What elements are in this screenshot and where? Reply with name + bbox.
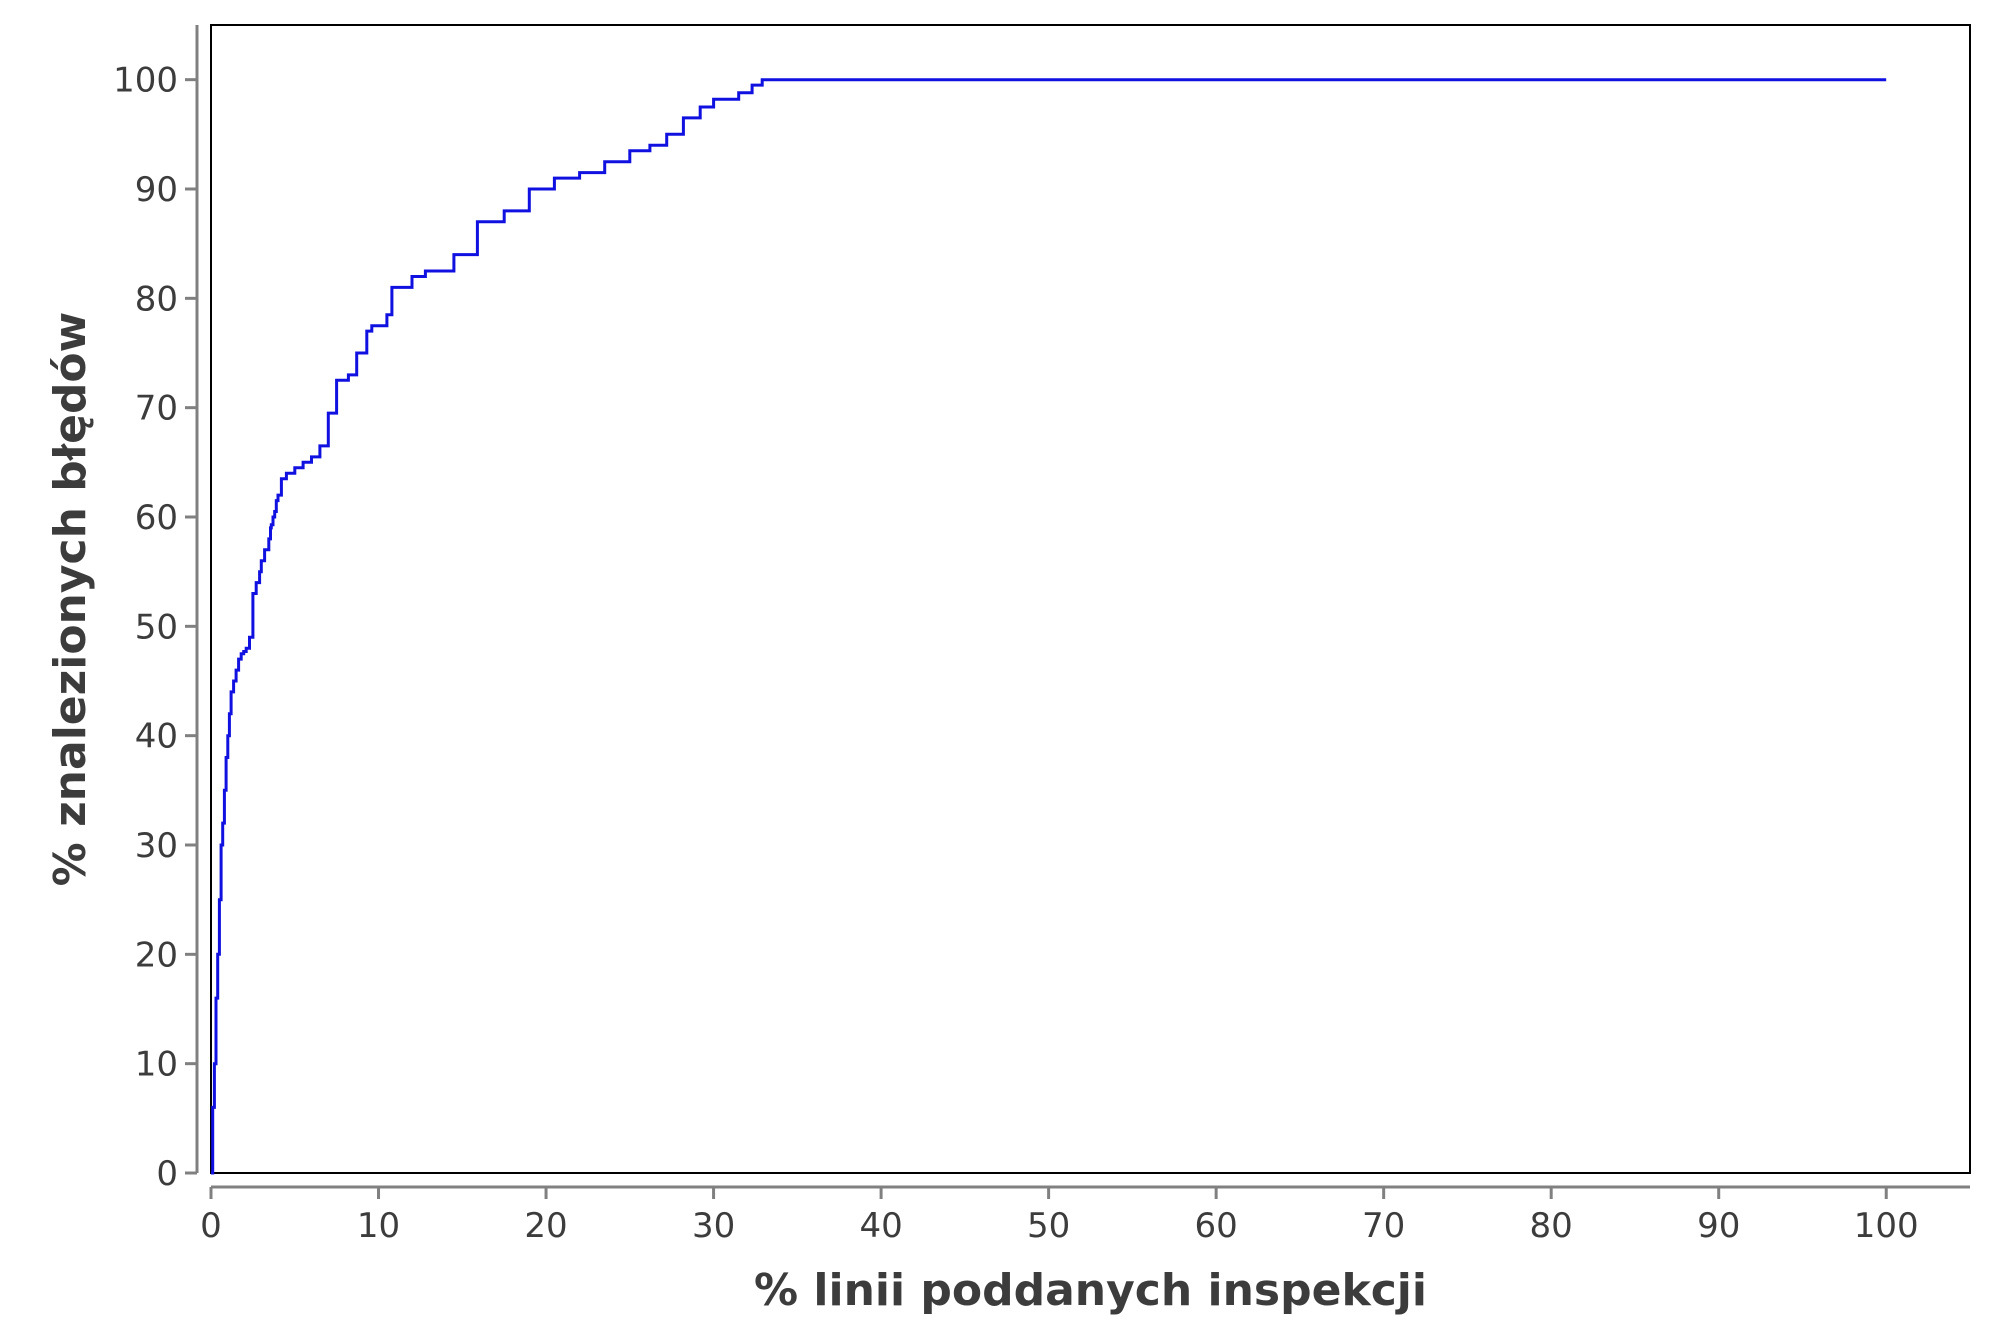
y-tick-label: 10 bbox=[135, 1045, 178, 1085]
x-tick-label: 20 bbox=[524, 1206, 567, 1246]
x-tick-label: 60 bbox=[1195, 1206, 1238, 1246]
y-tick-label: 40 bbox=[135, 717, 178, 757]
y-axis-title: % znalezionych błędów bbox=[45, 312, 96, 887]
y-tick-label: 80 bbox=[135, 279, 178, 319]
axis-layer: 0 10 20 30 40 50 60 70 80 90 100 0 10 20 30 40 50 60 70 80 9… bbox=[113, 25, 1970, 1246]
x-tick-label: 70 bbox=[1362, 1206, 1405, 1246]
y-tick-label: 50 bbox=[135, 607, 178, 647]
y-tick-label: 30 bbox=[135, 826, 178, 866]
y-tick-label: 60 bbox=[135, 498, 178, 538]
x-tick-label: 100 bbox=[1854, 1206, 1919, 1246]
x-axis-title: % linii poddanych inspekcji bbox=[754, 1265, 1427, 1316]
series-line bbox=[211, 78, 1887, 1175]
plot-frame-layer bbox=[210, 24, 1971, 1174]
y-tick-label: 90 bbox=[135, 170, 178, 210]
x-tick-label: 10 bbox=[357, 1206, 400, 1246]
x-tick-label: 30 bbox=[692, 1206, 735, 1246]
x-tick-label: 40 bbox=[859, 1206, 902, 1246]
y-tick-label: 0 bbox=[156, 1154, 178, 1194]
plot-frame bbox=[210, 24, 1971, 1174]
y-tick-label: 20 bbox=[135, 935, 178, 975]
y-tick-label: 100 bbox=[113, 61, 178, 101]
y-tick-label: 70 bbox=[135, 389, 178, 429]
x-tick-label: 50 bbox=[1027, 1206, 1070, 1246]
x-tick-label: 80 bbox=[1530, 1206, 1573, 1246]
series-layer bbox=[211, 78, 1887, 1175]
x-tick-label: 0 bbox=[200, 1206, 222, 1246]
x-tick-label: 90 bbox=[1697, 1206, 1740, 1246]
